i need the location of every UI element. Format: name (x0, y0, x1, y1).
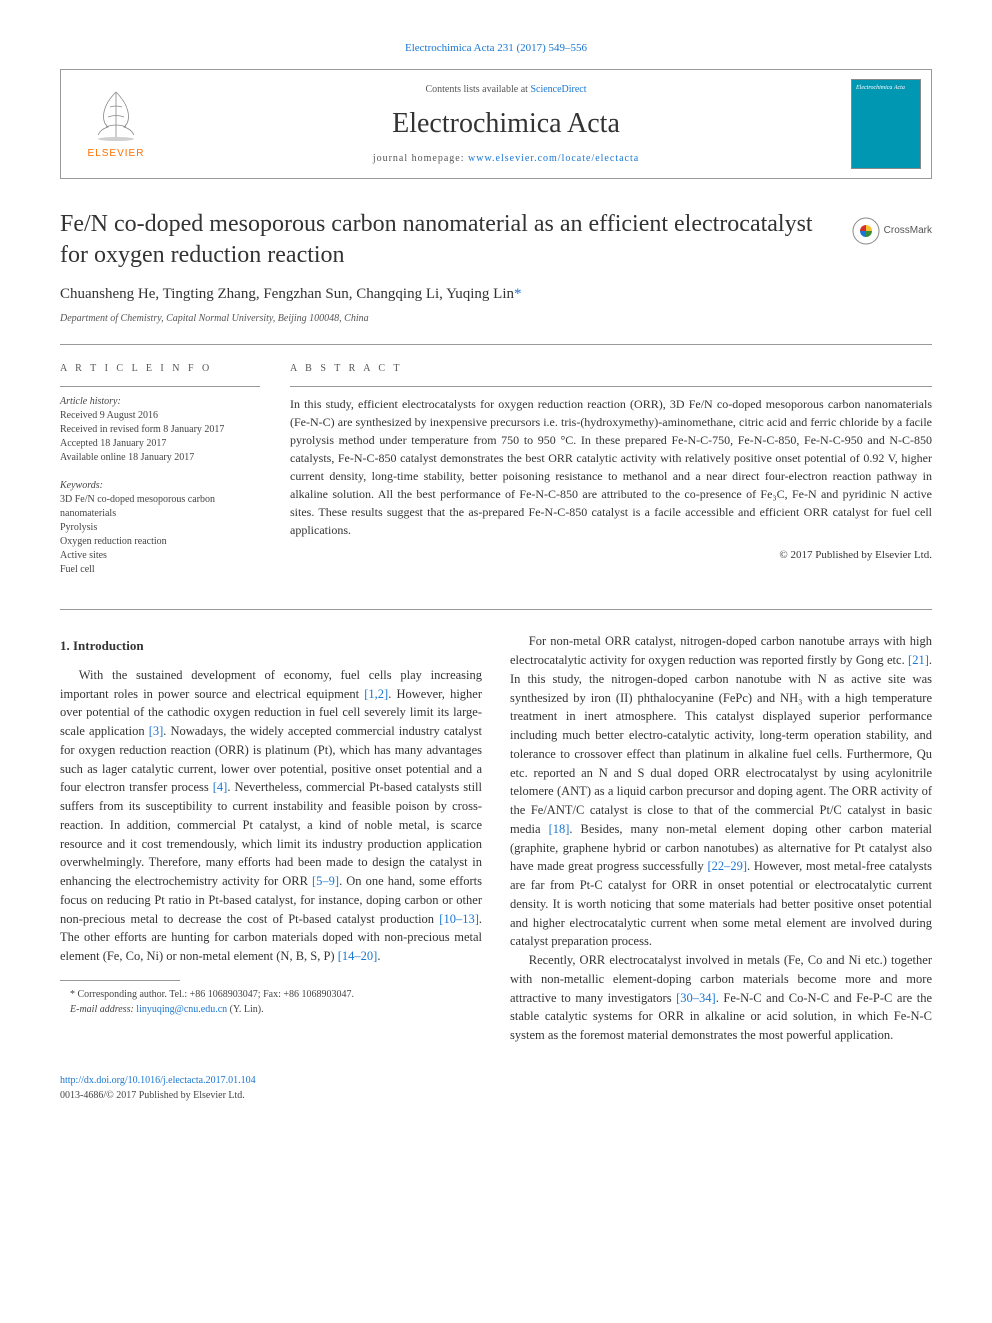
corresponding-marker: * (514, 286, 522, 302)
contents-prefix: Contents lists available at (425, 84, 530, 95)
article-info-label: A R T I C L E I N F O (60, 361, 260, 376)
crossmark-badge[interactable]: CrossMark (852, 217, 932, 245)
keyword: 3D Fe/N co-doped mesoporous carbon nanom… (60, 493, 260, 521)
abstract-text: In this study, efficient electrocatalyst… (290, 395, 932, 539)
citation-link[interactable]: [14–20] (338, 949, 378, 963)
journal-homepage-line: journal homepage: www.elsevier.com/locat… (373, 151, 639, 166)
body-text: . (377, 949, 380, 963)
divider-abstract-1 (290, 386, 932, 387)
contents-available-line: Contents lists available at ScienceDirec… (425, 82, 586, 97)
title-row: Fe/N co-doped mesoporous carbon nanomate… (60, 209, 932, 271)
history-line: Available online 18 January 2017 (60, 451, 260, 465)
citation-link[interactable]: [5–9] (312, 874, 339, 888)
journal-header-box: ELSEVIER Contents lists available at Sci… (60, 69, 932, 179)
issn-copyright-line: 0013-4686/© 2017 Published by Elsevier L… (60, 1088, 932, 1103)
divider-bottom (60, 609, 932, 610)
footnote-separator (60, 980, 180, 981)
footnote-corr-line: * Corresponding author. Tel.: +86 106890… (60, 987, 482, 1002)
keywords-head: Keywords: (60, 479, 260, 493)
corresponding-author-footnote: * Corresponding author. Tel.: +86 106890… (60, 987, 482, 1017)
body-paragraph: With the sustained development of econom… (60, 666, 482, 966)
journal-cover-thumbnail: Electrochimica Acta (851, 79, 921, 169)
journal-name: Electrochimica Acta (392, 103, 620, 145)
crossmark-label: CrossMark (884, 223, 932, 238)
body-paragraph: Recently, ORR electrocatalyst involved i… (510, 951, 932, 1045)
citation-link[interactable]: [18] (549, 822, 570, 836)
keywords-block: Keywords: 3D Fe/N co-doped mesoporous ca… (60, 479, 260, 577)
journal-reference-top: Electrochimica Acta 231 (2017) 549–556 (60, 40, 932, 57)
authors-line: Chuansheng He, Tingting Zhang, Fengzhan … (60, 283, 932, 306)
email-suffix: (Y. Lin). (227, 1004, 263, 1015)
history-line: Received in revised form 8 January 2017 (60, 423, 260, 437)
body-paragraph: For non-metal ORR catalyst, nitrogen-dop… (510, 632, 932, 951)
publisher-logo-block: ELSEVIER (61, 70, 171, 178)
corresponding-email-link[interactable]: linyuqing@cnu.edu.cn (136, 1004, 227, 1015)
citation-link[interactable]: [3] (149, 724, 164, 738)
footnote-email-line: E-mail address: linyuqing@cnu.edu.cn (Y.… (60, 1002, 482, 1017)
header-center: Contents lists available at ScienceDirec… (171, 70, 841, 178)
section-heading-intro: 1. Introduction (60, 636, 482, 656)
citation-link[interactable]: [22–29] (707, 859, 747, 873)
body-two-column: 1. Introduction With the sustained devel… (60, 632, 932, 1045)
article-info-column: A R T I C L E I N F O Article history: R… (60, 361, 260, 591)
journal-cover-block: Electrochimica Acta (841, 70, 931, 178)
history-line: Accepted 18 January 2017 (60, 437, 260, 451)
keyword: Active sites (60, 549, 260, 563)
sciencedirect-link[interactable]: ScienceDirect (530, 84, 586, 95)
body-text: For non-metal ORR catalyst, nitrogen-dop… (510, 634, 932, 667)
journal-cover-title: Electrochimica Acta (852, 80, 920, 97)
keyword: Fuel cell (60, 563, 260, 577)
citation-link[interactable]: [10–13] (439, 912, 479, 926)
authors-names: Chuansheng He, Tingting Zhang, Fengzhan … (60, 286, 514, 302)
article-title: Fe/N co-doped mesoporous carbon nanomate… (60, 209, 832, 271)
body-text: . In this study, the nitrogen-doped carb… (510, 653, 932, 836)
divider-info-1 (60, 386, 260, 387)
abstract-column: A B S T R A C T In this study, efficient… (290, 361, 932, 591)
info-abstract-row: A R T I C L E I N F O Article history: R… (60, 361, 932, 591)
article-history-block: Article history: Received 9 August 2016 … (60, 395, 260, 465)
citation-link[interactable]: [21] (908, 653, 929, 667)
homepage-prefix: journal homepage: (373, 153, 468, 164)
keyword: Oxygen reduction reaction (60, 535, 260, 549)
doi-link[interactable]: http://dx.doi.org/10.1016/j.electacta.20… (60, 1075, 256, 1086)
citation-link[interactable]: [4] (213, 780, 228, 794)
keyword: Pyrolysis (60, 521, 260, 535)
publisher-name: ELSEVIER (88, 146, 145, 161)
abstract-copyright: © 2017 Published by Elsevier Ltd. (290, 547, 932, 564)
divider-top (60, 344, 932, 345)
page-footer: http://dx.doi.org/10.1016/j.electacta.20… (60, 1073, 932, 1103)
crossmark-icon (852, 217, 880, 245)
citation-link[interactable]: [30–34] (676, 991, 716, 1005)
article-history-head: Article history: (60, 395, 260, 409)
history-line: Received 9 August 2016 (60, 409, 260, 423)
body-text: . Nevertheless, commercial Pt-based cata… (60, 780, 482, 888)
abstract-label: A B S T R A C T (290, 361, 932, 376)
journal-homepage-link[interactable]: www.elsevier.com/locate/electacta (468, 153, 639, 164)
email-label: E-mail address: (70, 1004, 136, 1015)
affiliation: Department of Chemistry, Capital Normal … (60, 311, 932, 326)
elsevier-tree-icon (86, 87, 146, 142)
citation-link[interactable]: [1,2] (364, 687, 388, 701)
